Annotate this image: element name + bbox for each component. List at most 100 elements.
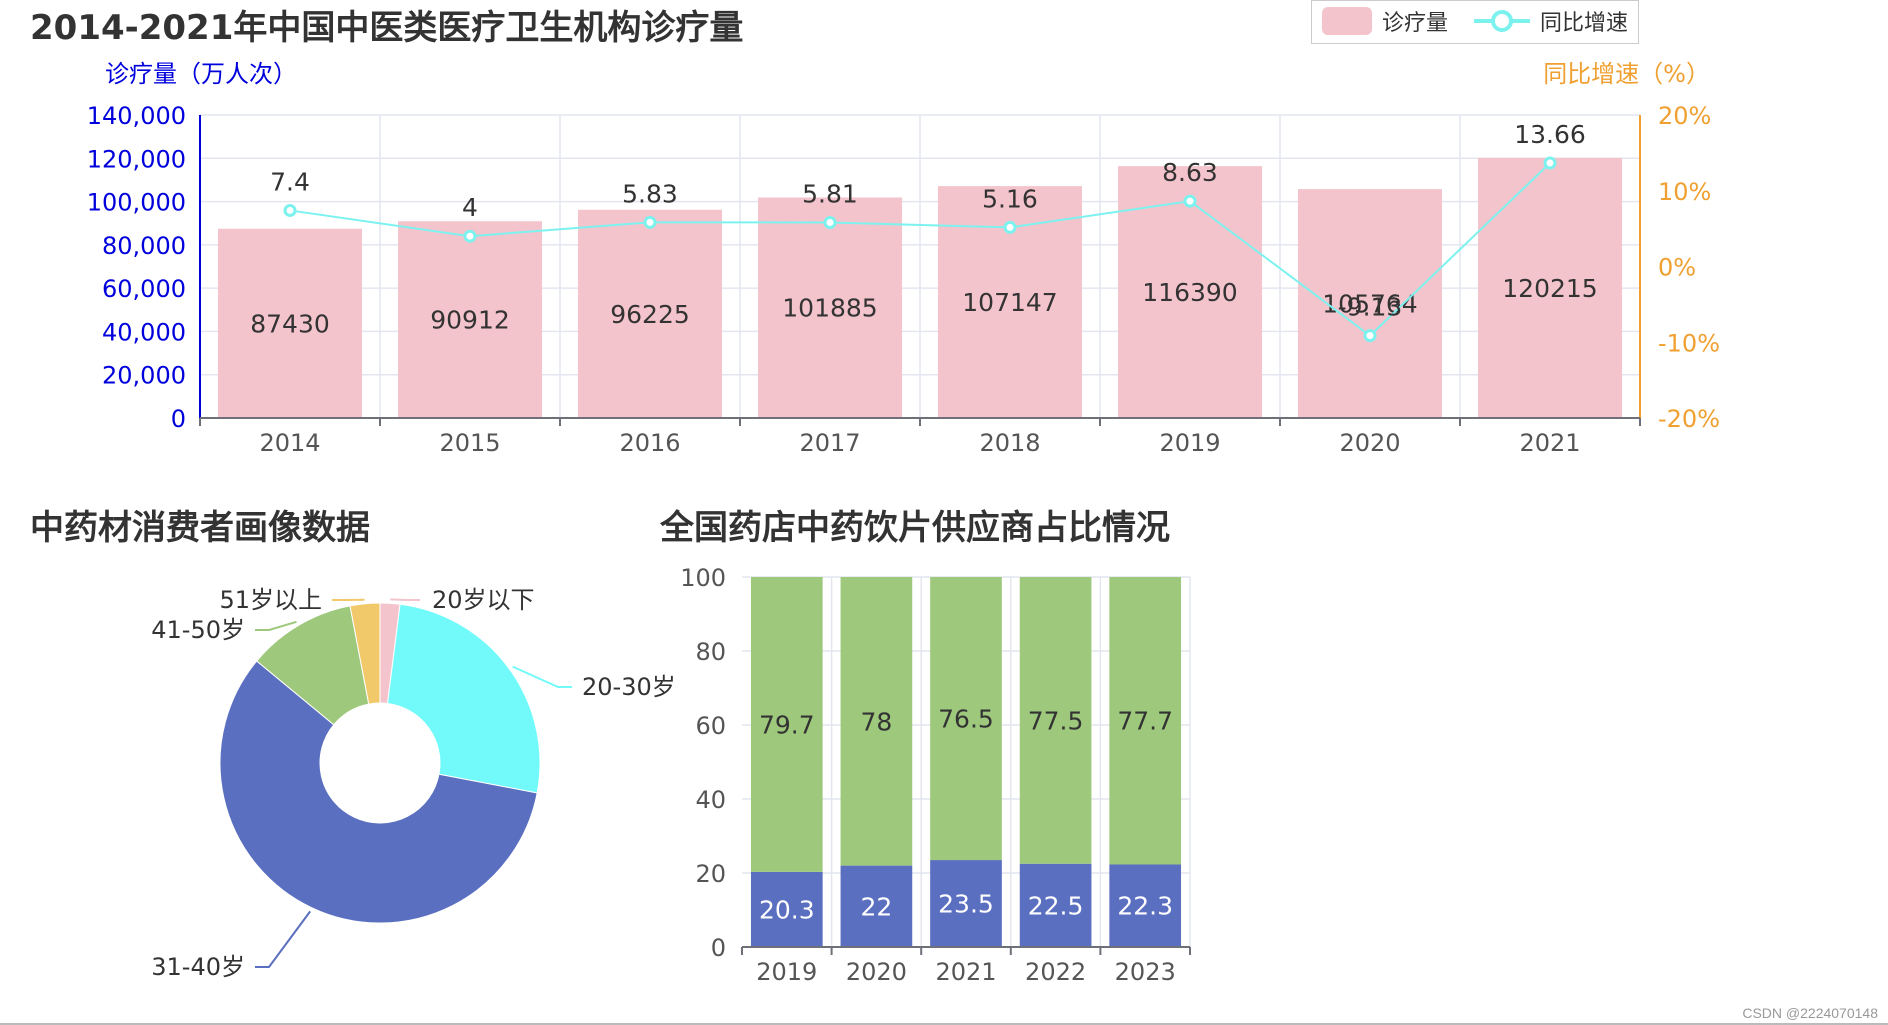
x-tick-label: 2016: [619, 429, 680, 457]
growth-value-label: 5.16: [982, 184, 1038, 213]
slice-label: 31-40岁: [151, 953, 245, 981]
slice-20-30岁: [386, 603, 541, 794]
y-tick-label-left: 0: [171, 405, 186, 433]
stack-bottom-label: 22.3: [1117, 892, 1173, 921]
bar-2017: [758, 197, 902, 418]
x-tick-label: 2018: [979, 429, 1040, 457]
legend-line-label: 同比增速: [1540, 11, 1629, 36]
stack-top-label: 77.5: [1028, 706, 1084, 735]
x-tick-label: 2020: [846, 958, 907, 986]
slice-label: 41-50岁: [151, 616, 245, 644]
growth-point-2015: [463, 229, 477, 243]
growth-point-2017: [823, 215, 837, 229]
stack-top-label: 77.7: [1117, 707, 1173, 736]
growth-point-2018: [1003, 220, 1017, 234]
top-combo-chart: 0 20,000 40,000 60,000 80,000 100,000 120,000 1…: [87, 60, 1720, 457]
bottom-divider: [0, 1023, 1888, 1025]
y-tick-label-left: 60,000: [102, 275, 186, 303]
stack-bottom-2022: [1019, 863, 1092, 947]
slice-leader-line: [390, 598, 420, 601]
legend-bar-label: 诊疗量: [1382, 11, 1449, 36]
growth-value-label: 5.81: [802, 179, 858, 208]
x-tick-label: 2021: [935, 958, 996, 986]
y-tick-label: 40: [695, 786, 726, 814]
y-tick-label-left: 20,000: [102, 362, 186, 390]
y-tick-label: 100: [680, 564, 726, 592]
y-axis-title-right: 同比增速（%）: [1543, 60, 1710, 88]
stack-bottom-2021: [930, 860, 1002, 947]
top-chart-legend: 诊疗量 同比增速: [1311, 0, 1639, 44]
slice-label: 51岁以上: [219, 586, 322, 614]
slice-leader-line: [255, 910, 311, 968]
bar-value-label: 107147: [962, 288, 1057, 317]
growth-value-label: 7.4: [270, 167, 310, 196]
y-tick-label: 20: [695, 860, 726, 888]
stack-top-2023: [1109, 577, 1182, 865]
stack-top-2020: [840, 577, 913, 866]
stack-top-2022: [1019, 577, 1092, 864]
growth-value-label: 8.63: [1162, 158, 1218, 187]
y-tick-label-left: 120,000: [87, 145, 186, 173]
y-tick-label-right: 20%: [1658, 102, 1711, 130]
x-tick-label: 2019: [1159, 429, 1220, 457]
x-tick-label: 2015: [439, 429, 500, 457]
y-tick-label: 80: [695, 638, 726, 666]
slice-leader-line: [255, 620, 297, 631]
x-tick-label: 2014: [259, 429, 320, 457]
bar-value-label: 116390: [1142, 278, 1237, 307]
watermark: CSDN @2224070148: [1742, 1005, 1878, 1021]
growth-value-label: 13.66: [1514, 120, 1586, 149]
top-chart-title: 2014-2021年中国中医类医疗卫生机构诊疗量: [30, 8, 744, 48]
x-tick-label: 2020: [1339, 429, 1400, 457]
y-tick-label-left: 80,000: [102, 232, 186, 260]
x-tick-label: 2017: [799, 429, 860, 457]
y-tick-label-left: 40,000: [102, 318, 186, 346]
legend-bar-swatch: [1322, 7, 1372, 35]
slice-label: 20岁以下: [432, 586, 535, 614]
legend-line-swatch: [1474, 10, 1530, 32]
stack-chart-title: 全国药店中药饮片供应商占比情况: [660, 508, 1170, 548]
legend-item-line[interactable]: 同比增速: [1474, 6, 1628, 36]
bar-2020: [1298, 189, 1442, 418]
supplier-stacked-chart: 0 20 40 60 80 100 20.3 79.7 22 78 23.5 76.5 22.5 77.5…: [680, 564, 1191, 986]
growth-value-label: 5.83: [622, 179, 678, 208]
x-tick-label: 2022: [1025, 958, 1086, 986]
bar-value-label: 96225: [610, 300, 690, 329]
bar-2014: [218, 228, 362, 418]
bar-value-label: 87430: [250, 309, 330, 338]
slice-leader-line: [512, 665, 572, 688]
pie-chart-title: 中药材消费者画像数据: [30, 508, 370, 548]
growth-value-label: -9.13: [1338, 293, 1403, 322]
bar-value-label: 120215: [1502, 274, 1597, 303]
slice-51岁以上: [349, 602, 381, 705]
x-tick-label: 2021: [1519, 429, 1580, 457]
y-tick-label: 60: [695, 712, 726, 740]
stack-bottom-2020: [840, 865, 913, 947]
bar-value-label: 90912: [430, 306, 510, 335]
legend-item-bar[interactable]: 诊疗量: [1322, 6, 1448, 36]
growth-point-2020: [1363, 329, 1377, 343]
slice-label: 20-30岁: [582, 673, 676, 701]
y-tick-label-left: 140,000: [87, 102, 186, 130]
bar-2015: [398, 221, 542, 418]
y-tick-label-right: -20%: [1658, 405, 1720, 433]
stack-top-label: 78: [860, 707, 892, 736]
growth-point-2019: [1183, 194, 1197, 208]
stack-top-2021: [930, 577, 1002, 861]
y-axis-title-left: 诊疗量（万人次）: [105, 60, 297, 88]
y-tick-label-right: -10%: [1658, 329, 1720, 357]
x-tick-label: 2019: [756, 958, 817, 986]
stack-bottom-label: 20.3: [759, 895, 815, 924]
slice-31-40岁: [219, 660, 538, 924]
stack-top-2019: [750, 577, 823, 872]
bar-2021: [1478, 157, 1622, 419]
y-tick-label-right: 10%: [1658, 178, 1711, 206]
stack-bottom-label: 22: [860, 892, 892, 921]
stack-bottom-label: 23.5: [938, 890, 994, 919]
x-tick-label: 2023: [1115, 958, 1176, 986]
growth-point-2016: [643, 215, 657, 229]
stack-top-label: 76.5: [938, 705, 994, 734]
growth-point-2014: [283, 203, 297, 217]
y-tick-label: 0: [711, 934, 726, 962]
